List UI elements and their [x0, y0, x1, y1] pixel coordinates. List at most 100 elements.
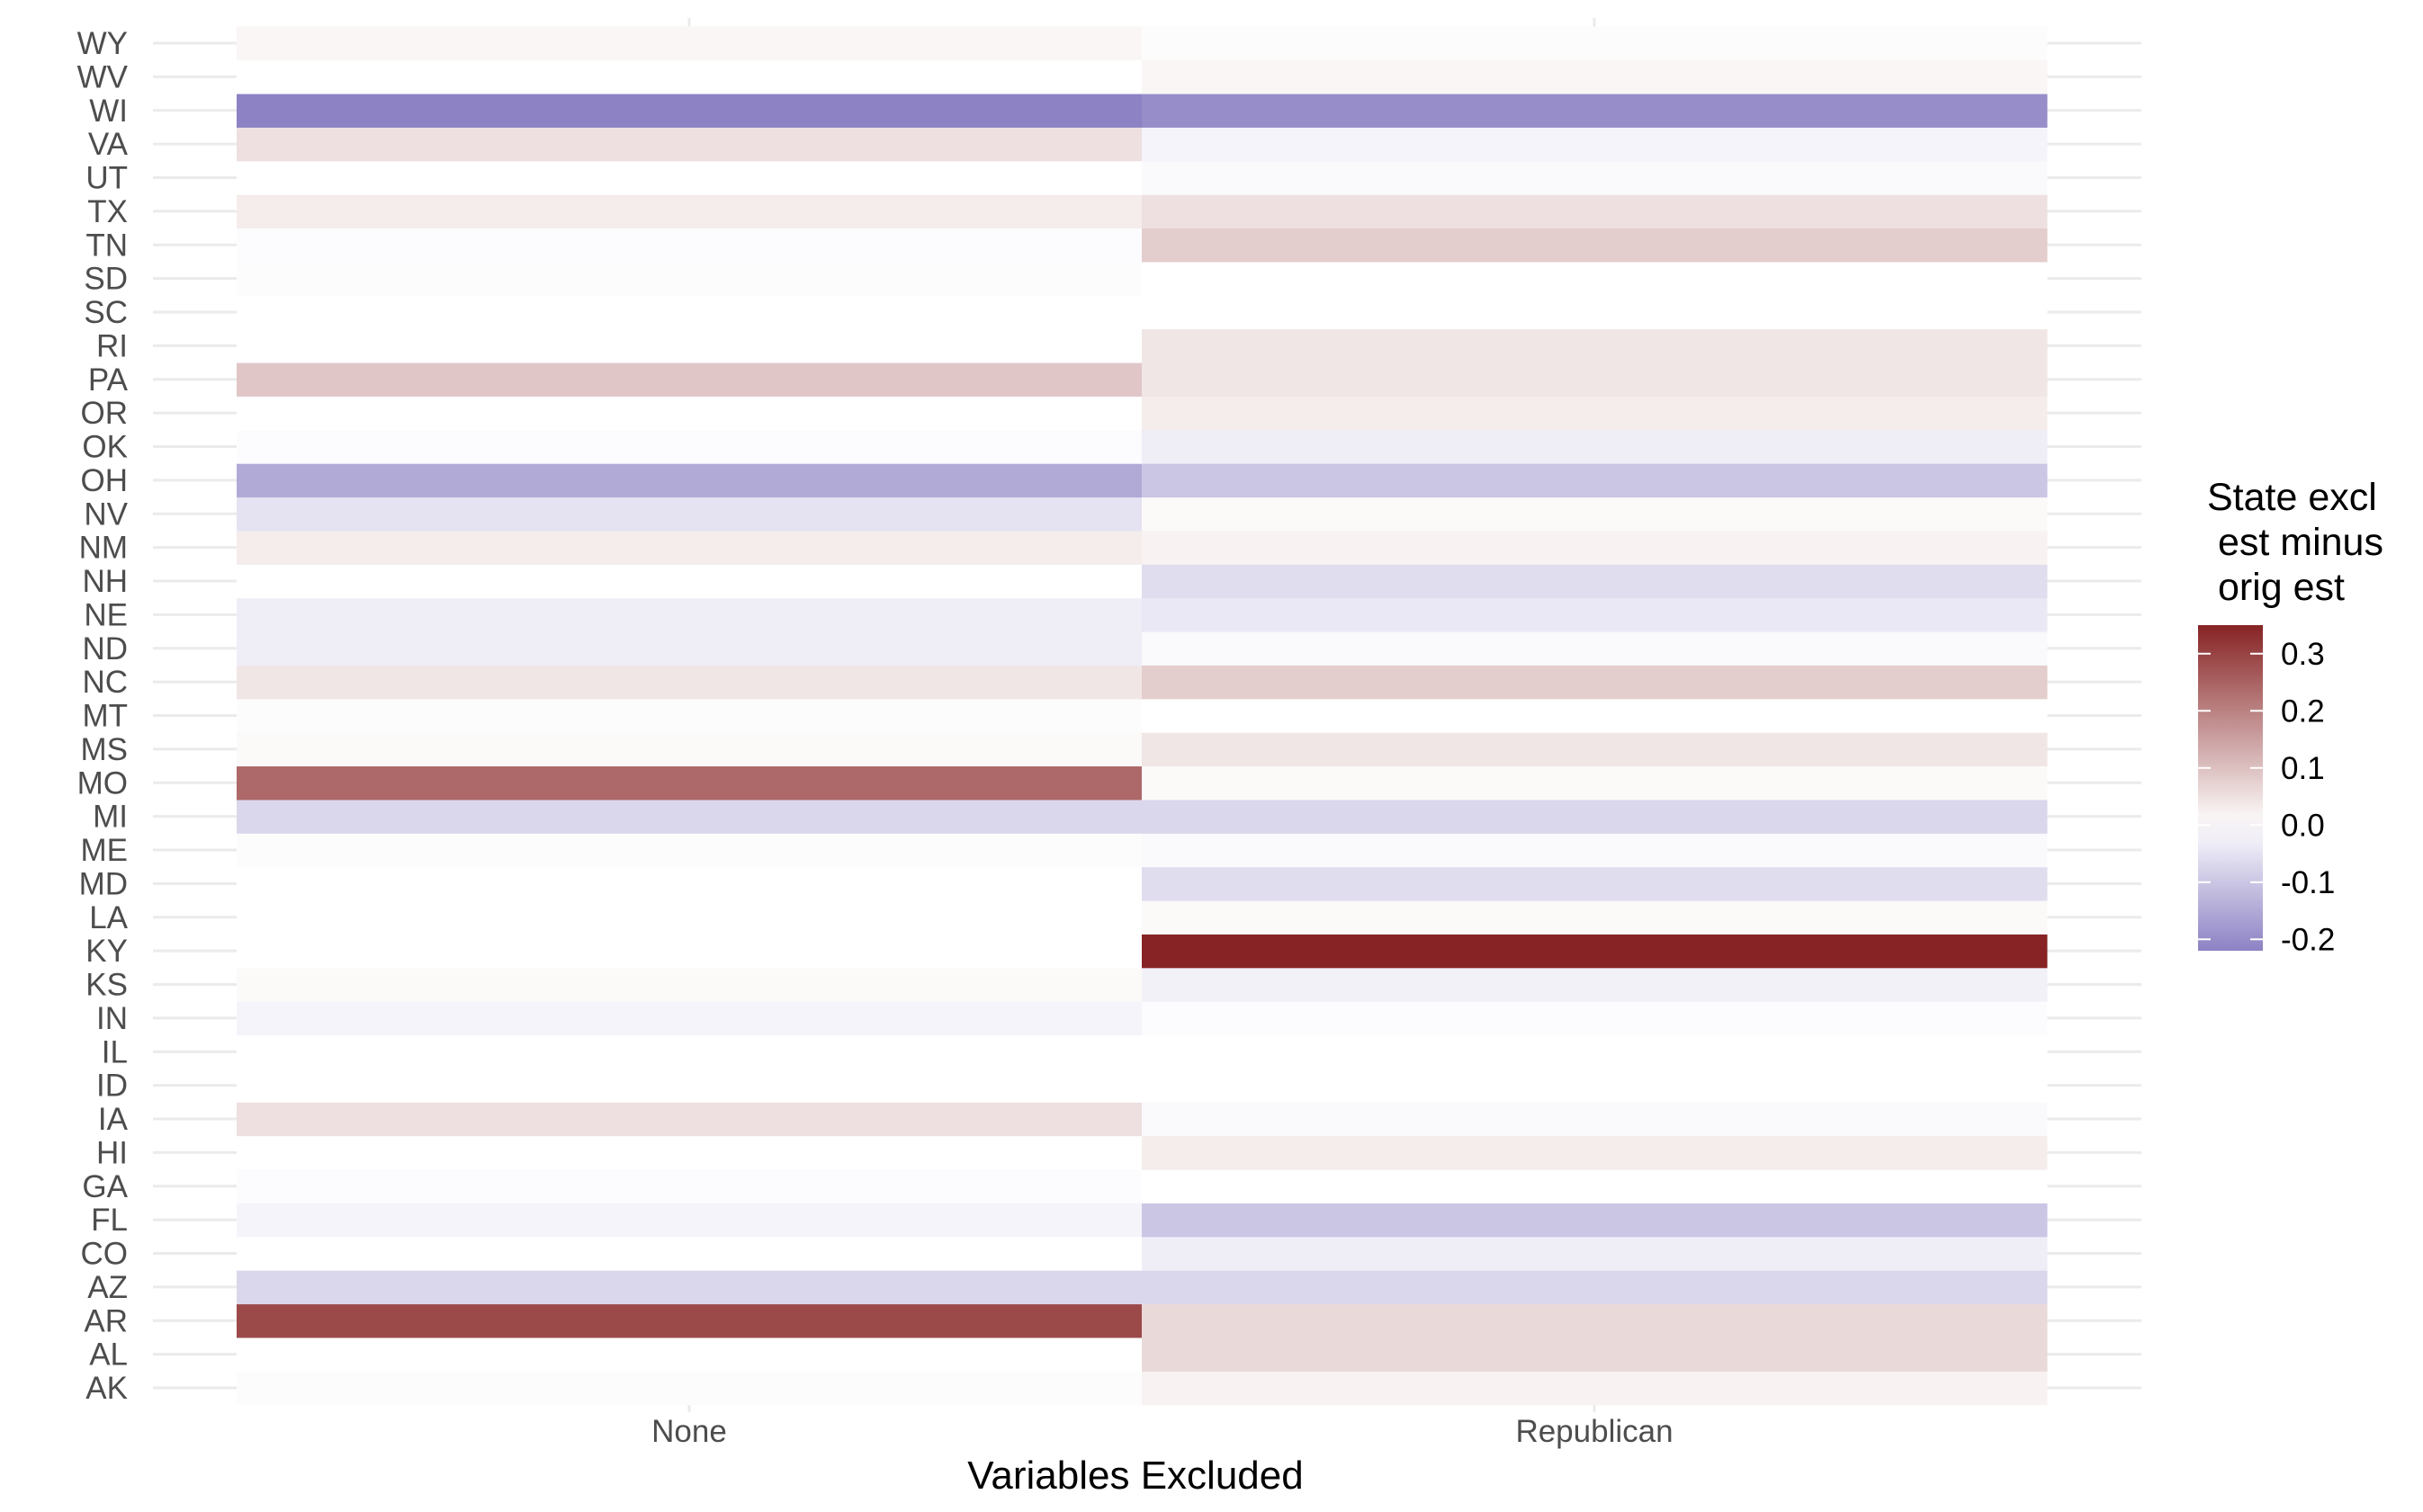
- y-tick-label-wi: WI: [89, 94, 128, 129]
- heatmap-tile-wv-republican: [1142, 59, 2048, 94]
- heatmap-tile-nh-republican: [1142, 564, 2048, 599]
- y-tick-label-fl: FL: [91, 1203, 128, 1238]
- legend-colorbar: [2198, 625, 2263, 951]
- y-tick-label-wy: WY: [77, 26, 128, 61]
- heatmap-tile-mt-republican: [1142, 698, 2048, 733]
- y-tick-label-al: AL: [89, 1338, 128, 1373]
- heatmap-tile-ok-republican: [1142, 429, 2048, 464]
- heatmap-tile-al-none: [237, 1337, 1143, 1372]
- heatmap-tile-va-none: [237, 127, 1143, 162]
- heatmap-tile-la-none: [237, 900, 1143, 935]
- heatmap-tile-id-republican: [1142, 1068, 2048, 1103]
- heatmap-tile-co-none: [237, 1236, 1143, 1271]
- heatmap-tile-ok-none: [237, 429, 1143, 464]
- y-tick-label-az: AZ: [87, 1270, 128, 1305]
- y-tick-label-tx: TX: [87, 194, 128, 229]
- y-tick-label-me: ME: [81, 833, 129, 868]
- heatmap-tile-tn-republican: [1142, 228, 2048, 263]
- heatmap-tile-nm-republican: [1142, 530, 2048, 565]
- legend-title-line: est minus: [2207, 521, 2383, 564]
- y-tick-label-nm: NM: [79, 531, 128, 566]
- heatmap-tile-ga-none: [237, 1169, 1143, 1203]
- heatmap-tile-sc-republican: [1142, 295, 2048, 330]
- y-tick-label-co: CO: [81, 1237, 129, 1272]
- heatmap-tile-ut-republican: [1142, 160, 2048, 195]
- y-tick-label-ne: NE: [84, 597, 128, 632]
- legend-title-line: orig est: [2207, 566, 2345, 609]
- heatmap-tile-tn-none: [237, 228, 1143, 263]
- heatmap-tile-mo-republican: [1142, 765, 2048, 801]
- y-tick-label-sc: SC: [84, 295, 128, 330]
- heatmap-tile-sc-none: [237, 295, 1143, 330]
- heatmap-tile-wv-none: [237, 59, 1143, 94]
- legend-tick-label: 0.3: [2281, 637, 2325, 672]
- y-tick-label-ky: KY: [85, 934, 128, 969]
- y-tick-label-ok: OK: [82, 430, 128, 465]
- heatmap-tile-mt-none: [237, 698, 1143, 733]
- heatmap-tile-ia-none: [237, 1102, 1143, 1137]
- y-tick-label-la: LA: [89, 900, 128, 935]
- legend-tick-label: 0.0: [2281, 808, 2325, 843]
- heatmap-tile-hi-none: [237, 1135, 1143, 1170]
- y-tick-label-ia: IA: [98, 1102, 129, 1137]
- heatmap-tile-fl-republican: [1142, 1203, 2048, 1238]
- heatmap-tile-hi-republican: [1142, 1135, 2048, 1170]
- heatmap-tile-id-none: [237, 1068, 1143, 1103]
- heatmap-tile-me-none: [237, 833, 1143, 868]
- heatmap-tile-sd-none: [237, 261, 1143, 296]
- x-tick-label-none: None: [651, 1414, 727, 1449]
- heatmap-tile-va-republican: [1142, 127, 2048, 162]
- y-tick-label-md: MD: [79, 866, 128, 901]
- heatmap-tile-pa-republican: [1142, 362, 2048, 397]
- y-tick-label-nd: ND: [82, 631, 128, 667]
- heatmap-tile-ms-none: [237, 732, 1143, 767]
- y-tick-label-pa: PA: [88, 362, 129, 398]
- heatmap-tile-nd-none: [237, 631, 1143, 666]
- heatmap-tile-mo-none: [237, 765, 1143, 801]
- y-tick-label-nc: NC: [82, 665, 128, 700]
- x-axis-tick-labels: None Republican: [651, 1414, 1673, 1449]
- heatmap-tile-ak-none: [237, 1371, 1143, 1406]
- y-tick-label-ak: AK: [85, 1371, 128, 1406]
- y-tick-label-oh: OH: [81, 463, 129, 498]
- heatmap-tile-az-none: [237, 1270, 1143, 1305]
- heatmap-tile-nh-none: [237, 564, 1143, 599]
- heatmap-tile-ar-republican: [1142, 1303, 2048, 1338]
- y-tick-label-in: IN: [96, 1001, 128, 1036]
- heatmap-tile-wi-republican: [1142, 94, 2048, 128]
- legend-tick-label: -0.2: [2281, 922, 2335, 957]
- heatmap-tile-la-republican: [1142, 900, 2048, 935]
- heatmap-tile-nc-republican: [1142, 665, 2048, 700]
- heatmap-tile-az-republican: [1142, 1270, 2048, 1305]
- y-tick-label-id: ID: [96, 1069, 128, 1104]
- heatmap-tile-or-republican: [1142, 396, 2048, 431]
- heatmap-tile-il-none: [237, 1034, 1143, 1069]
- y-tick-label-nv: NV: [84, 497, 128, 532]
- y-tick-label-ms: MS: [81, 732, 129, 767]
- heatmap-tiles: [237, 26, 2048, 1406]
- y-tick-label-ar: AR: [84, 1303, 128, 1338]
- y-tick-label-hi: HI: [96, 1135, 128, 1170]
- y-tick-label-ri: RI: [96, 328, 128, 363]
- y-tick-label-ga: GA: [82, 1169, 128, 1204]
- heatmap-tile-ky-republican: [1142, 934, 2048, 969]
- heatmap-tile-ga-republican: [1142, 1169, 2048, 1203]
- heatmap-tile-co-republican: [1142, 1236, 2048, 1271]
- heatmap-tile-in-none: [237, 1001, 1143, 1036]
- heatmap-tile-nv-none: [237, 497, 1143, 532]
- heatmap-tile-ri-none: [237, 328, 1143, 363]
- legend-ticks: 0.3 0.2 0.1 0.0 -0.1 -0.2: [2198, 637, 2335, 957]
- heatmap-tile-fl-none: [237, 1203, 1143, 1238]
- heatmap-tile-wy-none: [237, 26, 1143, 61]
- heatmap-tile-or-none: [237, 396, 1143, 431]
- x-axis-label: Variables Excluded: [967, 1454, 1303, 1498]
- heatmap-tile-ut-none: [237, 160, 1143, 195]
- y-tick-label-ut: UT: [85, 161, 128, 196]
- heatmap-tile-me-republican: [1142, 833, 2048, 868]
- heatmap-tile-md-none: [237, 866, 1143, 901]
- heatmap-tile-wy-republican: [1142, 26, 2048, 61]
- y-tick-label-or: OR: [81, 396, 129, 431]
- heatmap-tile-il-republican: [1142, 1034, 2048, 1069]
- heatmap-tile-nc-none: [237, 665, 1143, 700]
